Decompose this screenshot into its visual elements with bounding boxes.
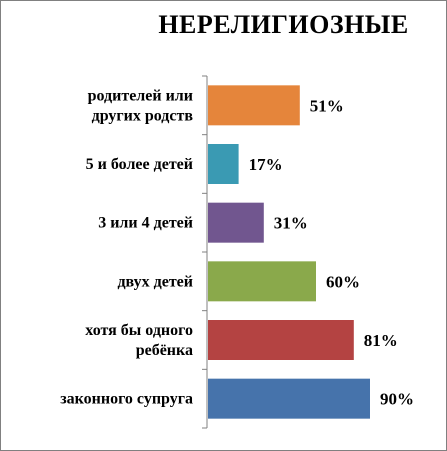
category-label: других родств (92, 107, 194, 124)
value-label: 17% (249, 155, 283, 174)
category-label: родителей или (88, 87, 193, 104)
bar (208, 320, 354, 360)
value-label: 51% (310, 96, 344, 115)
chart-title: НЕРЕЛИГИОЗНЫЕ (158, 10, 409, 39)
bar (208, 261, 316, 302)
value-label: 90% (380, 390, 414, 409)
bar (208, 378, 370, 419)
category-label: ребёнка (136, 342, 193, 359)
category-label: законного супруга (60, 391, 193, 408)
bar (208, 85, 300, 126)
value-label: 31% (274, 214, 308, 233)
category-label: хотя бы одного (85, 322, 193, 339)
category-label: двух детей (117, 273, 193, 290)
category-label: 3 или 4 детей (98, 215, 193, 232)
value-label: 81% (364, 331, 398, 350)
bar (208, 202, 264, 243)
bar (208, 144, 239, 184)
category-label: 5 и более детей (86, 156, 193, 173)
value-label: 60% (326, 272, 360, 291)
